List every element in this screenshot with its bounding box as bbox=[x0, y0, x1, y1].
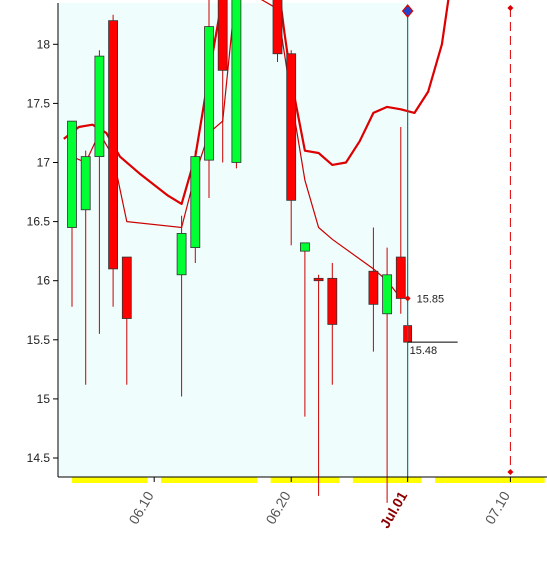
candle-body bbox=[395, 256, 406, 299]
y-tick-labels: 14.51515.51616.51717.51818.51919.52020.5… bbox=[27, 37, 58, 465]
candle-body bbox=[231, 0, 242, 163]
axis-highlight-segment bbox=[435, 477, 545, 483]
price-label-low: 15.48 bbox=[410, 345, 438, 357]
candle bbox=[204, 0, 214, 198]
price-labels: 15.85 15.48 bbox=[404, 293, 458, 357]
x-tick-label: 07.10 bbox=[482, 488, 513, 527]
axis-highlight-segment bbox=[161, 477, 257, 483]
candle bbox=[395, 127, 406, 314]
x-tick-label: Jul.01 bbox=[377, 488, 411, 531]
candle-body bbox=[368, 270, 379, 305]
candle-body bbox=[176, 233, 187, 276]
candle bbox=[190, 150, 201, 263]
current-day-marker bbox=[401, 4, 414, 18]
y-tick-label: 15.5 bbox=[27, 333, 51, 347]
candle-body bbox=[286, 53, 297, 201]
candle bbox=[313, 274, 324, 496]
candle bbox=[94, 50, 105, 334]
candle bbox=[382, 247, 393, 503]
candle-body bbox=[80, 156, 91, 211]
marker-layer bbox=[401, 4, 514, 477]
forecast-line-layer bbox=[63, 0, 450, 205]
y-tick-label: 14.5 bbox=[27, 451, 51, 465]
candle-body bbox=[67, 120, 77, 228]
candle bbox=[217, 0, 228, 163]
candle bbox=[231, 0, 242, 169]
y-tick-label: 18 bbox=[37, 37, 51, 51]
y-tick-label: 17 bbox=[37, 156, 51, 170]
candle-body bbox=[327, 277, 338, 325]
y-tick-label: 17.5 bbox=[27, 96, 51, 110]
axis-highlight-layer bbox=[72, 477, 545, 483]
axis-highlight-segment bbox=[72, 477, 148, 483]
x-tick-labels: 06.10 06.20 Jul.01 07.10 bbox=[125, 477, 513, 531]
forecast-line bbox=[63, 0, 450, 205]
price-point-marker bbox=[404, 295, 411, 302]
x-tick-label: 06.20 bbox=[262, 488, 293, 527]
future-marker-bottom bbox=[507, 469, 514, 475]
candle-body bbox=[190, 156, 201, 249]
candle-body bbox=[272, 0, 283, 55]
candle-body bbox=[108, 20, 118, 270]
candle bbox=[108, 14, 118, 307]
candle-body bbox=[217, 0, 228, 71]
candle bbox=[67, 120, 77, 307]
future-marker-top bbox=[507, 5, 514, 11]
y-tick-label: 16 bbox=[37, 274, 51, 288]
candle-body bbox=[382, 274, 393, 315]
candle bbox=[80, 150, 91, 385]
y-tick-label: 15 bbox=[37, 392, 51, 406]
candle bbox=[272, 0, 283, 63]
y-tick-label: 16.5 bbox=[27, 215, 51, 229]
x-tick-label: 06.10 bbox=[125, 488, 156, 527]
candle bbox=[286, 50, 297, 246]
candle bbox=[327, 262, 338, 385]
candle bbox=[299, 242, 310, 417]
candle-body bbox=[121, 256, 132, 319]
candles-layer bbox=[67, 0, 413, 503]
candle bbox=[368, 227, 379, 352]
price-label-high: 15.85 bbox=[417, 293, 445, 305]
axes-layer bbox=[57, 3, 547, 478]
candle-body bbox=[299, 242, 310, 252]
candle bbox=[176, 215, 187, 397]
axis-highlight-segment bbox=[270, 477, 340, 483]
candle-body bbox=[313, 277, 324, 282]
candle-body bbox=[204, 26, 214, 161]
candle-body bbox=[94, 55, 105, 157]
candle bbox=[121, 256, 132, 385]
